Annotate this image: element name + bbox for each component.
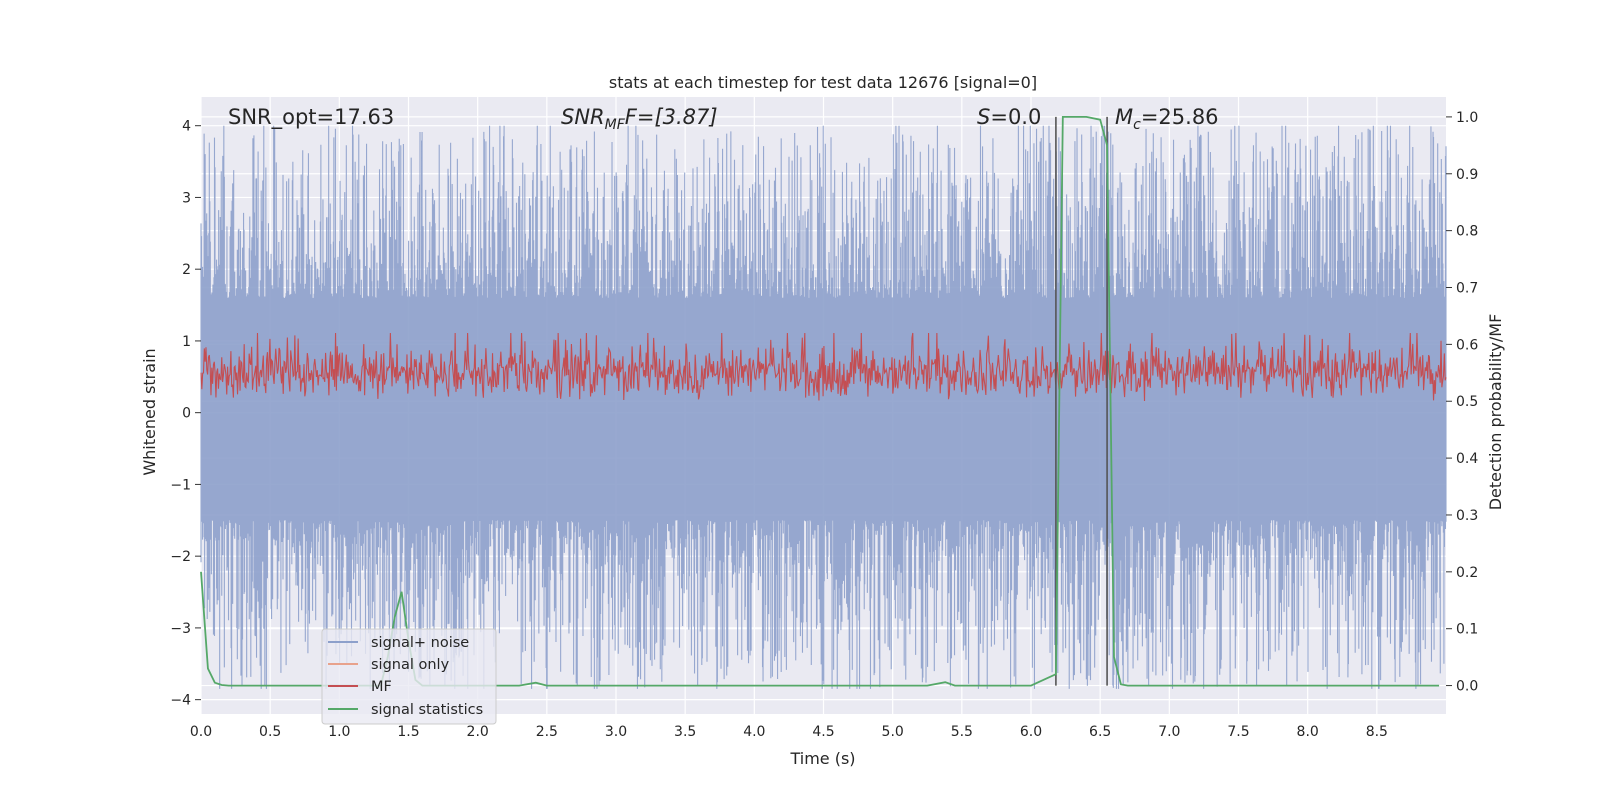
y-left-tick-label: 2 [182, 262, 191, 278]
x-tick-label: 7.0 [1158, 724, 1180, 740]
x-tick-label: 2.0 [467, 724, 489, 740]
y-right-tick-label: 0.7 [1456, 281, 1478, 297]
y-left-tick-label: 0 [182, 406, 191, 422]
y-right-tick-label: 0.8 [1456, 224, 1478, 240]
annotation-snr-mf: SNRMFF=[3.87] [561, 105, 718, 133]
y-right-tick-label: 0.1 [1456, 622, 1478, 638]
x-tick-label: 7.5 [1227, 724, 1249, 740]
y-right-tick-label: 0.9 [1456, 167, 1478, 183]
y-right-tick-label: 1.0 [1456, 110, 1478, 126]
y-right-tick-label: 0.3 [1456, 508, 1478, 524]
x-tick-label: 5.5 [951, 724, 973, 740]
legend-label-signal-noise: signal+ noise [371, 635, 469, 651]
y-right-tick-label: 0.5 [1456, 394, 1478, 410]
y-right-axis-ticks: 1.0 0.9 0.8 0.7 0.6 0.5 0.4 0.3 0.2 0.1 0.0 [1446, 110, 1478, 695]
mf-line [200, 332, 1447, 402]
y-left-tick-label: −1 [170, 477, 191, 493]
legend-label-signal-statistics: signal statistics [371, 702, 483, 718]
x-tick-label: 1.5 [397, 724, 419, 740]
y-right-tick-label: 0.0 [1456, 679, 1478, 695]
annotation-s: S=0.0 [977, 105, 1041, 129]
y-left-tick-label: 3 [182, 190, 191, 206]
x-tick-label: 6.5 [1089, 724, 1111, 740]
signal-noise-line [200, 125, 1447, 689]
x-tick-label: 4.0 [743, 724, 765, 740]
x-tick-label: 5.0 [882, 724, 904, 740]
x-tick-label: 8.5 [1366, 724, 1388, 740]
y-right-axis-label: Detection probability/MF [1486, 314, 1505, 511]
y-left-axis-ticks: 4 3 2 1 0 −1 −2 −3 −4 [170, 119, 201, 709]
signal-noise-series [200, 125, 1447, 689]
y-right-tick-label: 0.2 [1456, 565, 1478, 581]
x-tick-label: 4.5 [812, 724, 834, 740]
y-left-tick-label: 1 [182, 334, 191, 350]
x-tick-label: 0.0 [190, 724, 212, 740]
y-right-tick-label: 0.6 [1456, 337, 1478, 353]
x-tick-label: 1.0 [328, 724, 350, 740]
x-tick-label: 8.0 [1297, 724, 1319, 740]
x-tick-label: 3.5 [674, 724, 696, 740]
annotation-snr-opt: SNR_opt=17.63 [228, 105, 394, 130]
x-tick-label: 0.5 [259, 724, 281, 740]
legend-label-signal-only: signal only [371, 657, 450, 673]
x-axis-ticks: 0.0 0.5 1.0 1.5 2.0 2.5 3.0 3.5 4.0 4.5 5.0 5.5 6.0 6… [190, 724, 1388, 740]
y-left-axis-label: Whitened strain [140, 348, 159, 475]
annotation-mc: Mc=25.86 [1115, 105, 1219, 133]
y-left-tick-label: 4 [182, 119, 191, 135]
mf-series [200, 332, 1447, 402]
chart-title: stats at each timestep for test data 126… [609, 73, 1037, 92]
y-left-tick-label: −3 [170, 621, 191, 637]
x-axis-label: Time (s) [789, 749, 855, 768]
y-left-tick-label: −2 [170, 549, 191, 565]
x-tick-label: 3.0 [605, 724, 627, 740]
y-left-tick-label: −4 [170, 693, 191, 709]
legend: signal+ noise signal only MF signal stat… [321, 628, 497, 725]
x-tick-label: 2.5 [536, 724, 558, 740]
x-tick-label: 6.0 [1020, 724, 1042, 740]
legend-label-mf: MF [371, 679, 392, 695]
y-right-tick-label: 0.4 [1456, 451, 1478, 467]
